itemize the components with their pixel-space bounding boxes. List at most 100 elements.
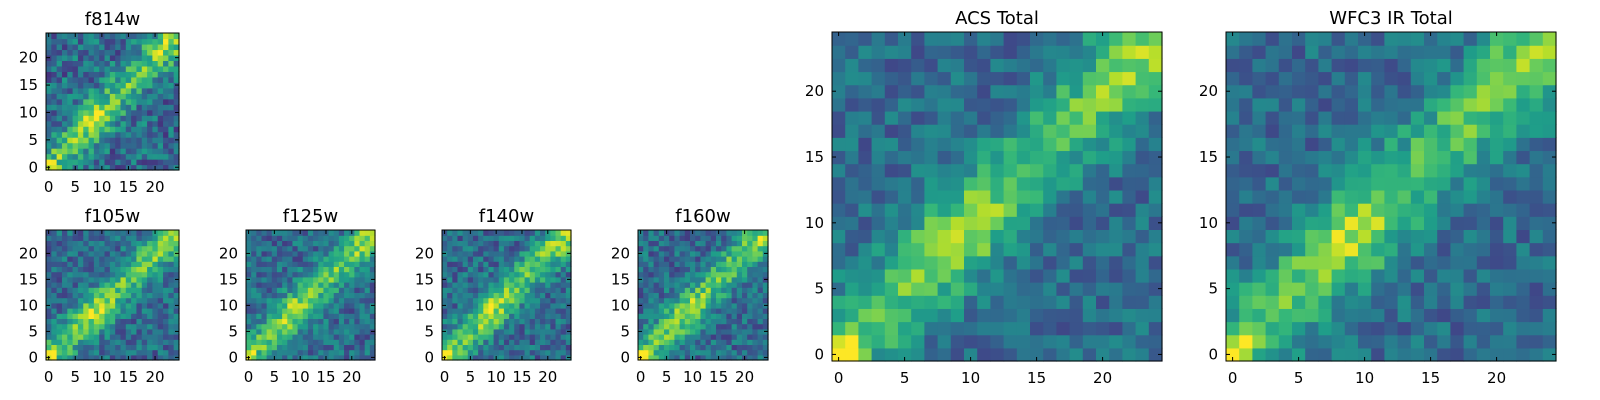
heatmap-cell bbox=[56, 82, 63, 89]
heatmap-cell bbox=[964, 216, 978, 230]
heatmap-cell bbox=[276, 282, 283, 288]
heatmap-cell bbox=[1318, 347, 1333, 362]
heatmap-cell bbox=[77, 137, 84, 144]
heatmap-cell bbox=[115, 33, 122, 40]
heatmap-cell bbox=[131, 256, 138, 262]
heatmap-cell bbox=[1226, 321, 1240, 336]
heatmap-cell bbox=[462, 323, 469, 330]
heatmap-cell bbox=[1318, 321, 1333, 336]
heatmap-cell bbox=[61, 230, 68, 236]
heatmap-cell bbox=[1410, 110, 1425, 125]
heatmap-cell bbox=[638, 318, 644, 325]
heatmap-cell bbox=[832, 163, 846, 178]
heatmap-cell bbox=[338, 318, 345, 325]
heatmap-cell bbox=[136, 323, 143, 330]
heatmap-cell bbox=[120, 115, 127, 122]
heatmap-cell bbox=[565, 256, 572, 262]
heatmap-cell bbox=[302, 250, 309, 257]
heatmap-cell bbox=[302, 302, 309, 309]
heatmap-cell bbox=[898, 216, 912, 230]
heatmap-cell bbox=[251, 256, 257, 262]
heatmap-cell bbox=[323, 334, 330, 340]
heatmap-cell bbox=[736, 328, 743, 335]
heatmap-cell bbox=[67, 93, 74, 100]
heatmap-cell bbox=[550, 344, 557, 351]
heatmap-cell bbox=[736, 308, 743, 314]
heatmap-cell bbox=[136, 261, 143, 267]
heatmap-cell bbox=[498, 339, 505, 345]
heatmap-cell bbox=[503, 235, 510, 241]
heatmap-cell bbox=[858, 45, 873, 59]
heatmap-cell bbox=[721, 354, 727, 361]
heatmap-cell bbox=[83, 344, 90, 351]
heatmap-cell bbox=[115, 282, 122, 288]
heatmap-cell bbox=[338, 302, 345, 309]
heatmap-cell bbox=[684, 308, 691, 314]
heatmap-cell bbox=[911, 229, 925, 244]
heatmap-cell bbox=[653, 256, 660, 262]
heatmap-cell bbox=[1437, 334, 1451, 349]
heatmap-cell bbox=[313, 235, 319, 241]
heatmap-cell bbox=[1135, 110, 1150, 125]
heatmap-cell bbox=[46, 120, 52, 127]
y-tick-label: 10 bbox=[1199, 214, 1218, 232]
heatmap-cell bbox=[359, 256, 366, 262]
heatmap-cell bbox=[307, 240, 314, 247]
heatmap-cell bbox=[354, 334, 361, 340]
heatmap-cell bbox=[509, 292, 515, 299]
heatmap-cell bbox=[1082, 295, 1097, 309]
heatmap-cell bbox=[653, 271, 660, 278]
heatmap-cell bbox=[328, 292, 335, 299]
heatmap-cell bbox=[141, 240, 148, 247]
heatmap-cell bbox=[1529, 321, 1544, 336]
heatmap-cell bbox=[104, 276, 111, 283]
heatmap-cell bbox=[1450, 150, 1465, 165]
heatmap-cell bbox=[524, 271, 531, 278]
heatmap-cell bbox=[726, 323, 733, 330]
heatmap-cell bbox=[858, 84, 873, 99]
heatmap-cell bbox=[716, 318, 722, 325]
heatmap-cell bbox=[354, 323, 361, 330]
heatmap-cell bbox=[514, 287, 520, 293]
heatmap-cell bbox=[664, 302, 670, 309]
heatmap-cell bbox=[447, 256, 453, 262]
heatmap-cell bbox=[115, 142, 122, 149]
heatmap-cell bbox=[56, 159, 63, 166]
heatmap-cell bbox=[1278, 255, 1293, 270]
heatmap-cell bbox=[1437, 84, 1451, 99]
heatmap-cell bbox=[323, 256, 330, 262]
heatmap-cell bbox=[120, 287, 127, 293]
heatmap-cell bbox=[1490, 124, 1504, 138]
heatmap-cell bbox=[1239, 308, 1253, 323]
heatmap-cell bbox=[51, 60, 58, 67]
heatmap-cell bbox=[845, 242, 859, 257]
heatmap-cell bbox=[354, 271, 361, 278]
heatmap-cell bbox=[51, 159, 58, 166]
heatmap-cell bbox=[695, 328, 701, 335]
heatmap-cell bbox=[648, 318, 655, 325]
heatmap-cell bbox=[157, 250, 164, 257]
heatmap-cell bbox=[1318, 137, 1333, 152]
heatmap-cell bbox=[131, 54, 138, 61]
heatmap-cell bbox=[136, 240, 143, 247]
heatmap-cell bbox=[1122, 71, 1137, 86]
heatmap-cell bbox=[104, 250, 111, 257]
heatmap-cell bbox=[752, 308, 759, 314]
heatmap-cell bbox=[354, 349, 361, 356]
heatmap-cell bbox=[46, 292, 52, 299]
heatmap-cell bbox=[700, 318, 707, 325]
heatmap-cell bbox=[271, 266, 278, 273]
heatmap-cell bbox=[46, 142, 52, 149]
heatmap-cell bbox=[1463, 110, 1478, 125]
heatmap-cell bbox=[529, 318, 536, 325]
heatmap-cell bbox=[333, 339, 340, 345]
heatmap-cell bbox=[669, 240, 675, 247]
heatmap-cell bbox=[1424, 203, 1438, 217]
heatmap-cell bbox=[653, 245, 660, 252]
heatmap-cell bbox=[1265, 32, 1280, 46]
heatmap-cell bbox=[747, 318, 753, 325]
heatmap-cell bbox=[344, 339, 350, 345]
heatmap-cell bbox=[168, 131, 175, 138]
heatmap-cell bbox=[261, 308, 268, 314]
heatmap-cell bbox=[514, 230, 520, 236]
